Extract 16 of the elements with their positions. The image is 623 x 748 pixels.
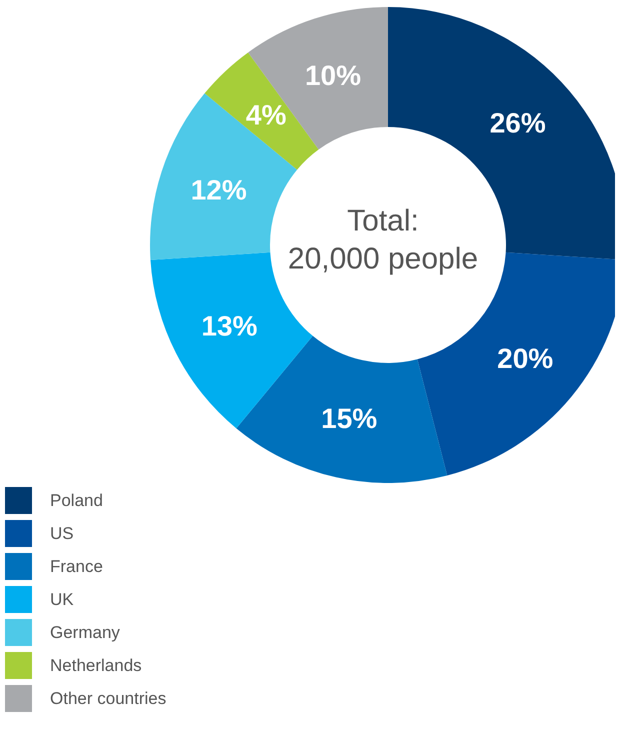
legend-label: UK [50, 590, 74, 610]
text: 20,000 people [288, 242, 478, 276]
data-label: 13% [201, 310, 258, 342]
legend-label: US [50, 524, 74, 544]
text: Total: [347, 204, 419, 238]
data-label: 12% [190, 174, 247, 206]
legend-label: France [50, 556, 103, 576]
data-label: 4% [246, 100, 286, 131]
legend-label: Netherlands [50, 656, 142, 676]
legend-label: Other countries [50, 688, 166, 708]
data-label: 20% [497, 342, 554, 374]
data-label: 26% [490, 108, 546, 139]
legend-label: Germany [50, 622, 120, 642]
data-label: 10% [304, 60, 362, 92]
legend-label: Poland [50, 490, 103, 510]
data-label: 15% [321, 403, 378, 434]
